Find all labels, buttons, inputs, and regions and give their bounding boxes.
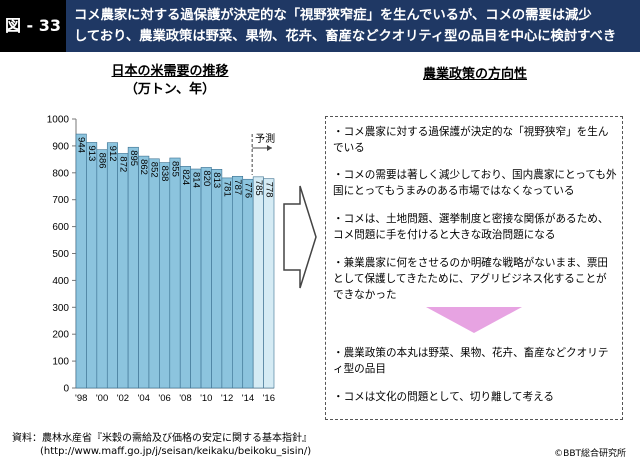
- bar-2002: [117, 153, 129, 389]
- x-tick-label-'04: '04: [138, 393, 150, 404]
- bar-2000: [96, 149, 108, 389]
- bar-value-2005: 852: [149, 162, 160, 178]
- x-tick-label-'98: '98: [75, 393, 87, 404]
- policy-bullet-4: ・兼業農家に何をさせるのか明確な戦略がないまま、票田として保護してきたために、ア…: [333, 257, 609, 301]
- right-arrow-icon: [283, 185, 317, 289]
- bar-value-2015: 785: [253, 180, 264, 196]
- bar-1999: [86, 142, 98, 389]
- bar-value-1999: 913: [86, 145, 97, 161]
- x-tick-label-'10: '10: [200, 393, 212, 404]
- y-tick-label-700: 700: [52, 195, 69, 206]
- policy-bullet-1: ・コメ農家に対する過保護が決定的な「視野狭窄」を生んでいる: [333, 126, 609, 154]
- down-triangle-icon: [426, 307, 522, 333]
- header-bar: 図 - 33 コメ農家に対する過保護が決定的な「視野狭窄症」を生んでいるが、コメ…: [0, 0, 640, 52]
- bar-value-2003: 895: [128, 150, 139, 166]
- x-tick-label-'16: '16: [263, 393, 275, 404]
- y-tick-label-900: 900: [52, 141, 69, 152]
- bar-value-2002: 872: [117, 156, 128, 172]
- chart-title-unit: （万トン、年）: [124, 82, 216, 97]
- bar-value-2007: 855: [170, 161, 181, 177]
- y-tick-label-500: 500: [52, 249, 69, 260]
- policy-panel: ・コメ農家に対する過保護が決定的な「視野狭窄」を生んでいる ・コメの需要は著しく…: [325, 116, 623, 420]
- bar-2008: [179, 166, 191, 389]
- bar-value-2012: 781: [222, 181, 233, 197]
- bar-2013: [232, 175, 244, 389]
- policy-title: 農業政策の方向性: [422, 67, 527, 82]
- bar-2016: [263, 178, 275, 389]
- bar-2004: [138, 155, 150, 389]
- header-title: コメ農家に対する過保護が決定的な「視野狭窄症」を生んでいるが、コメの需要は減少 …: [74, 5, 634, 47]
- y-tick-label-100: 100: [52, 357, 69, 368]
- bar-value-2004: 862: [138, 159, 149, 175]
- source-note: 資料：農林水産省『米穀の需給及び価格の安定に関する基本指針』 (http://w…: [12, 432, 312, 458]
- bar-value-2001: 912: [107, 146, 118, 162]
- x-tick-label-'06: '06: [158, 393, 170, 404]
- header-title-line-2: しており、農業政策は野菜、果物、花卉、畜産などクオリティ型の品目を中心に検討すべ…: [74, 29, 617, 44]
- header-title-line-1: コメ農家に対する過保護が決定的な「視野狭窄症」を生んでいるが、コメの需要は減少: [74, 8, 592, 23]
- bar-2009: [190, 168, 202, 389]
- bar-2014: [242, 178, 254, 389]
- bar-2005: [148, 158, 160, 389]
- y-tick-label-300: 300: [52, 303, 69, 314]
- bar-value-2000: 886: [97, 153, 108, 169]
- bar-value-2011: 813: [211, 172, 222, 188]
- source-line-1: 資料：農林水産省『米穀の需給及び価格の安定に関する基本指針』: [12, 433, 312, 444]
- bar-2006: [159, 162, 171, 389]
- bar-2007: [169, 157, 181, 389]
- copyright-credit: ©BBT総合研究所: [554, 449, 626, 459]
- bar-2003: [127, 146, 139, 389]
- bar-1998: [75, 133, 87, 389]
- chart-title: 日本の米需要の推移 （万トン、年）: [60, 63, 280, 99]
- bar-2015: [252, 176, 264, 389]
- chart-title-main: 日本の米需要の推移: [111, 64, 229, 79]
- bar-2011: [211, 169, 223, 389]
- x-tick-label-'12: '12: [221, 393, 233, 404]
- y-tick-label-800: 800: [52, 168, 69, 179]
- y-tick-label-600: 600: [52, 222, 69, 233]
- forecast-arrow-head: [267, 145, 272, 151]
- source-line-2: (http://www.maff.go.jp/j/seisan/keikaku/…: [40, 446, 312, 457]
- y-tick-label-1000: 1000: [47, 115, 70, 126]
- figure-label: 図 - 33: [0, 0, 66, 52]
- bar-value-2006: 838: [159, 166, 170, 182]
- bar-value-2009: 814: [190, 172, 201, 188]
- forecast-label: 予測: [255, 132, 275, 145]
- bar-value-1998: 944: [76, 137, 87, 153]
- policy-bullet-3: ・コメは、土地問題、選挙制度と密接な関係があるため、コメ問題に手を付けると大きな…: [333, 213, 609, 241]
- bar-value-2010: 820: [201, 170, 212, 186]
- bar-2010: [200, 167, 212, 389]
- x-tick-label-'08: '08: [179, 393, 191, 404]
- bar-value-2008: 824: [180, 169, 191, 185]
- x-tick-label-'14: '14: [242, 393, 254, 404]
- y-tick-label-200: 200: [52, 330, 69, 341]
- policy-bullet-5: ・農業政策の本丸は野菜、果物、花卉、畜産などクオリティ型の品目: [333, 347, 609, 375]
- bar-2012: [221, 177, 233, 389]
- bar-value-2013: 787: [232, 179, 243, 195]
- policy-bullet-2: ・コメの需要は著しく減少しており、国内農家にとっても外国にとってもうまみのある市…: [333, 169, 617, 197]
- bar-2001: [106, 142, 118, 389]
- y-tick-label-400: 400: [52, 276, 69, 287]
- y-tick-label-0: 0: [63, 384, 69, 395]
- policy-bullet-6: ・コメは文化の問題として、切り離して考える: [333, 391, 554, 403]
- x-tick-label-'00: '00: [96, 393, 108, 404]
- x-tick-label-'02: '02: [117, 393, 129, 404]
- bar-value-2014: 776: [242, 182, 253, 198]
- bar-value-2016: 778: [263, 182, 274, 198]
